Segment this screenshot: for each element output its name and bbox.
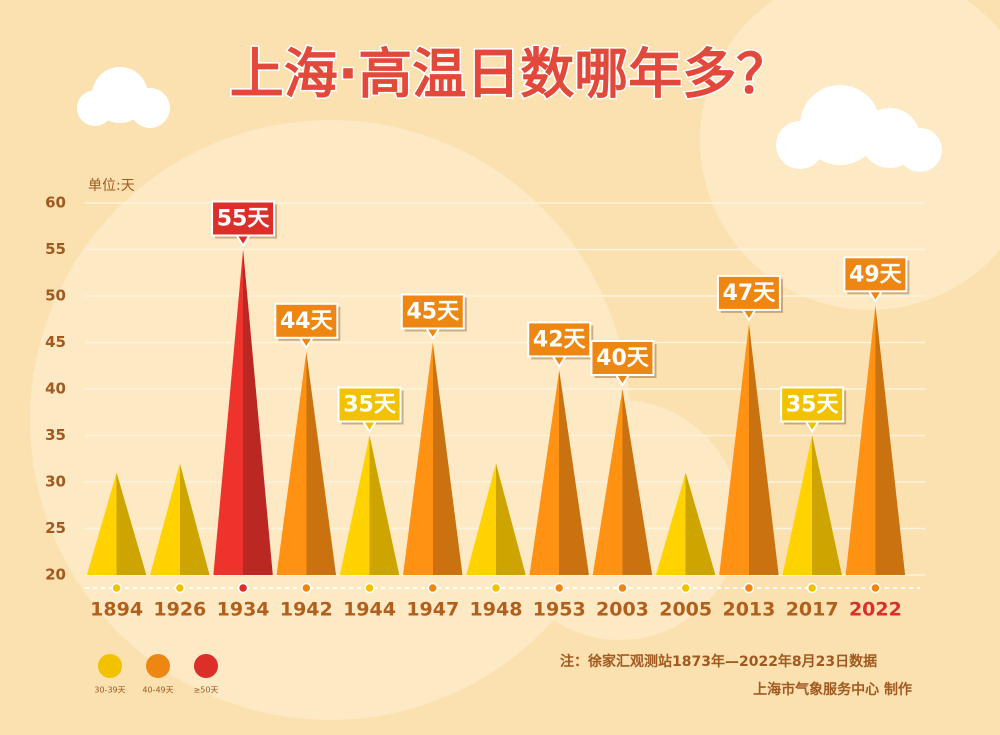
cloud bbox=[776, 85, 942, 172]
credit: 上海市气象服务中心 制作 bbox=[753, 681, 912, 698]
category-dot bbox=[680, 582, 691, 594]
legend-swatch bbox=[146, 654, 170, 678]
callout bbox=[780, 386, 845, 423]
legend-label: ≥50天 bbox=[194, 686, 219, 695]
data-label: 35天 bbox=[786, 393, 840, 418]
y-tick-label: 60 bbox=[45, 194, 66, 212]
y-tick-label: 30 bbox=[45, 473, 66, 491]
callout bbox=[527, 321, 592, 358]
callout bbox=[843, 256, 908, 293]
peak bbox=[845, 305, 906, 575]
callout bbox=[211, 200, 276, 237]
x-tick-label: 1894 bbox=[90, 599, 143, 621]
y-tick-label: 20 bbox=[45, 566, 66, 584]
x-tick-label: 2003 bbox=[596, 599, 649, 621]
legend-label: 30-39天 bbox=[94, 686, 125, 695]
y-tick-label: 40 bbox=[45, 380, 66, 398]
y-tick-label: 25 bbox=[45, 519, 66, 537]
callout bbox=[590, 340, 655, 376]
x-tick-label: 1953 bbox=[533, 599, 586, 621]
callout bbox=[274, 302, 339, 339]
legend-swatch bbox=[194, 654, 218, 678]
peak bbox=[782, 435, 842, 575]
x-tick-label: 2013 bbox=[722, 599, 775, 621]
data-label: 49天 bbox=[849, 262, 903, 287]
peak bbox=[403, 342, 463, 575]
x-tick-label: 1934 bbox=[217, 599, 270, 621]
callout bbox=[400, 293, 465, 330]
data-label: 55天 bbox=[217, 207, 271, 232]
peak bbox=[339, 435, 400, 575]
category-dot bbox=[743, 582, 755, 594]
data-label: 40天 bbox=[596, 346, 650, 371]
unit-label: 单位:天 bbox=[88, 178, 135, 194]
x-tick-label: 1947 bbox=[406, 599, 459, 621]
peak bbox=[655, 472, 716, 575]
peak bbox=[529, 370, 589, 575]
chart-title: 上海·高温日数哪年多？ bbox=[230, 43, 791, 106]
category-dot bbox=[301, 582, 312, 594]
peak bbox=[86, 472, 147, 575]
peak bbox=[150, 463, 210, 575]
data-label: 47天 bbox=[723, 281, 777, 306]
y-tick-label: 35 bbox=[45, 426, 66, 444]
x-tick-label: 1926 bbox=[153, 599, 206, 621]
bg-circle bbox=[30, 120, 630, 720]
data-label: 45天 bbox=[406, 300, 460, 325]
x-tick-label: 2005 bbox=[659, 599, 712, 621]
category-dot bbox=[237, 582, 249, 594]
peak bbox=[592, 389, 653, 575]
category-dot bbox=[617, 582, 628, 594]
x-tick-label: 2022 bbox=[849, 599, 902, 621]
cloud bbox=[77, 67, 170, 128]
callout bbox=[337, 386, 402, 423]
peak bbox=[466, 463, 526, 575]
category-dot bbox=[870, 582, 881, 594]
category-dot bbox=[174, 582, 186, 594]
peak bbox=[213, 249, 273, 575]
legend-swatch bbox=[98, 654, 122, 678]
category-dot bbox=[364, 582, 375, 594]
category-dot bbox=[490, 582, 502, 594]
x-tick-label: 2017 bbox=[786, 599, 839, 621]
y-tick-label: 45 bbox=[45, 333, 66, 351]
y-tick-label: 55 bbox=[45, 240, 66, 258]
x-tick-label: 1942 bbox=[280, 599, 333, 621]
note: 注：徐家汇观测站1873年—2022年8月23日数据 bbox=[560, 653, 877, 670]
callout bbox=[716, 274, 781, 311]
legend-label: 40-49天 bbox=[142, 686, 173, 695]
x-tick-label: 1948 bbox=[470, 599, 523, 621]
category-dot bbox=[427, 582, 439, 594]
category-dot bbox=[806, 582, 818, 594]
peak bbox=[276, 351, 337, 575]
data-label: 44天 bbox=[280, 309, 334, 334]
category-dot bbox=[111, 582, 122, 594]
peak bbox=[719, 323, 779, 575]
data-label: 35天 bbox=[343, 393, 397, 418]
x-tick-label: 1944 bbox=[343, 599, 396, 621]
data-label: 42天 bbox=[533, 327, 587, 352]
category-dot bbox=[553, 582, 565, 594]
y-tick-label: 50 bbox=[45, 287, 66, 305]
